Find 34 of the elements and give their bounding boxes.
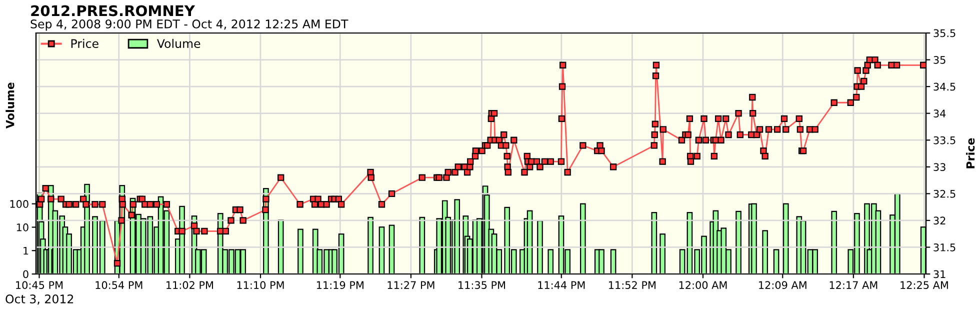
y2-tick-label: 34 [934, 110, 946, 118]
chart-title: 2012.PRES.ROMNEY [31, 5, 196, 16]
y2-tick-label: 31 [934, 270, 946, 278]
y2-tick-label: 31.5 [934, 243, 956, 252]
x-tick-label: 12:25 AM [900, 281, 948, 290]
legend-label: Volume [156, 38, 200, 48]
y-axis-title: Volume [6, 82, 14, 128]
x-tick-label: 12:00 AM [679, 281, 727, 290]
y2-axis-title: Price [966, 138, 975, 168]
y2-tick-label: 34.5 [934, 82, 956, 91]
y-tick-label: 10 [16, 223, 28, 232]
y-tick-label: 0 [23, 270, 28, 278]
x-tick-label: 10:54 PM [96, 281, 142, 290]
y-tick-label: 100 [10, 200, 28, 208]
chart-subtitle: Sep 4, 2008 9:00 PM EDT - Oct 4, 2012 12:25 AM EDT [30, 19, 348, 31]
x-tick-label: 11:52 PM [609, 281, 656, 290]
y2-tick-label: 32 [934, 216, 946, 225]
text: Oct 3, 2012 [6, 294, 74, 305]
y-tick-label: 1 [24, 246, 28, 255]
x-tick-label: 11:35 PM [458, 281, 506, 290]
x-tick-label: 11:02 PM [166, 281, 213, 290]
x-tick-label: 11:27 PM [388, 281, 434, 289]
y2-tick-label: 33 [934, 163, 946, 171]
x-tick-label: 11:44 PM [538, 281, 585, 289]
x-tick-label: 10:45 PM [16, 281, 63, 290]
x-tick-label: 12:09 AM [759, 281, 806, 290]
x-tick-label: 11:10 PM [237, 281, 284, 290]
y2-tick-label: 32.5 [934, 190, 956, 198]
y2-tick-label: 33.5 [934, 136, 956, 144]
x-tick-label: 12:17 AM [830, 281, 878, 289]
x-tick-label: 11:19 PM [316, 281, 364, 290]
y2-tick-label: 35 [934, 56, 946, 64]
legend-label: Price [71, 38, 98, 48]
y2-tick-label: 35.5 [934, 29, 956, 38]
